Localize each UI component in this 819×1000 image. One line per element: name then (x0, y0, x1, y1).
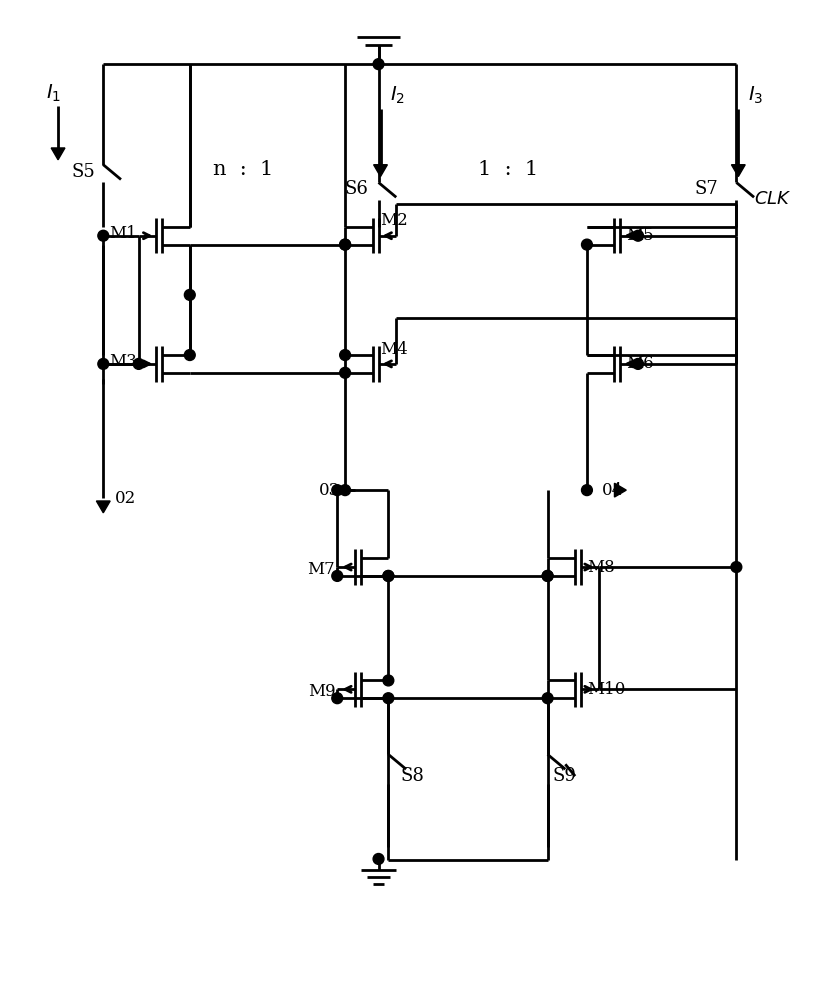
Text: M10: M10 (587, 681, 626, 698)
Text: M4: M4 (381, 341, 408, 358)
Text: 04: 04 (602, 482, 623, 499)
Circle shape (133, 358, 144, 369)
Text: M1: M1 (109, 225, 137, 242)
Polygon shape (97, 501, 111, 513)
Circle shape (332, 571, 342, 581)
Polygon shape (731, 165, 745, 177)
Circle shape (383, 571, 394, 581)
Text: S5: S5 (72, 163, 96, 181)
Circle shape (632, 230, 644, 241)
Text: M5: M5 (627, 227, 654, 244)
Polygon shape (373, 165, 387, 177)
Circle shape (731, 562, 742, 572)
Circle shape (542, 693, 553, 704)
Text: S9: S9 (553, 767, 577, 785)
Text: M3: M3 (109, 353, 137, 370)
Circle shape (340, 367, 351, 378)
Text: 02: 02 (115, 490, 136, 507)
Text: $CLK$: $CLK$ (754, 190, 792, 208)
Circle shape (184, 289, 195, 300)
Text: $I_1$: $I_1$ (46, 83, 61, 104)
Text: S8: S8 (400, 767, 424, 785)
Circle shape (98, 230, 109, 241)
Circle shape (383, 693, 394, 704)
Circle shape (542, 571, 553, 581)
Circle shape (340, 239, 351, 250)
Circle shape (542, 571, 553, 581)
Circle shape (581, 239, 592, 250)
Polygon shape (614, 483, 627, 497)
Text: M7: M7 (307, 561, 335, 578)
Polygon shape (51, 148, 65, 160)
Circle shape (340, 485, 351, 496)
Circle shape (332, 693, 342, 704)
Circle shape (184, 350, 195, 360)
Circle shape (581, 485, 592, 496)
Circle shape (98, 358, 109, 369)
Text: S6: S6 (345, 180, 369, 198)
Text: M8: M8 (587, 559, 615, 576)
Circle shape (373, 854, 384, 864)
Text: M2: M2 (381, 212, 408, 229)
Circle shape (340, 350, 351, 360)
Circle shape (383, 571, 394, 581)
Circle shape (632, 358, 644, 369)
Text: S7: S7 (695, 180, 718, 198)
Text: 03: 03 (319, 482, 340, 499)
Circle shape (340, 239, 351, 250)
Text: M6: M6 (627, 355, 654, 372)
Text: n  :  1: n : 1 (213, 160, 273, 179)
Circle shape (383, 675, 394, 686)
Circle shape (373, 59, 384, 70)
Circle shape (332, 485, 342, 496)
Text: 1  :  1: 1 : 1 (478, 160, 538, 179)
Text: $I_3$: $I_3$ (749, 85, 763, 106)
Text: $I_2$: $I_2$ (391, 85, 405, 106)
Text: M9: M9 (308, 683, 335, 700)
